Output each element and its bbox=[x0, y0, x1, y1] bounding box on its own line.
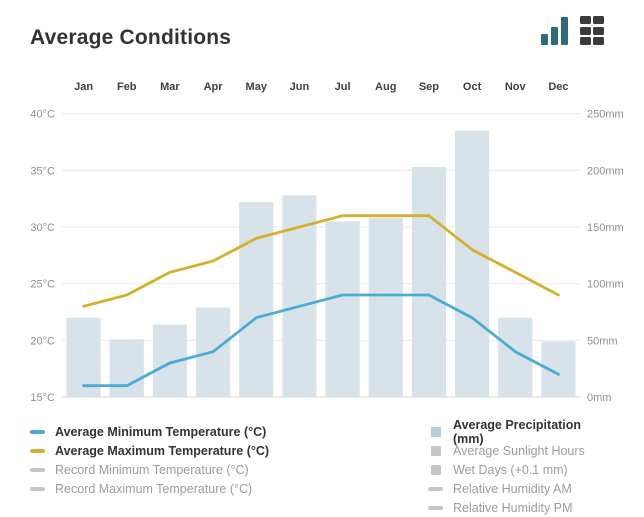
legend-label: Average Precipitation (mm) bbox=[453, 417, 582, 446]
temp-axis-label: 30°C bbox=[30, 222, 55, 234]
precip-bar bbox=[455, 130, 490, 397]
legend-item-wet-days[interactable]: Wet Days (+0.1 mm) bbox=[428, 460, 614, 479]
month-label: Oct bbox=[463, 81, 482, 93]
legend-item-record-max-temp[interactable]: Record Maximum Temperature (°C) bbox=[30, 479, 428, 498]
month-label: May bbox=[246, 81, 268, 93]
bar-chart-view-icon[interactable] bbox=[540, 17, 568, 45]
precip-bar bbox=[325, 221, 360, 397]
precip-axis-label: 250mm bbox=[587, 109, 624, 121]
legend-label: Wet Days (+0.1 mm) bbox=[453, 462, 568, 477]
legend-item-avg-min-temp[interactable]: Average Minimum Temperature (°C) bbox=[30, 422, 428, 441]
month-label: Dec bbox=[548, 81, 568, 93]
month-label: Mar bbox=[160, 81, 180, 93]
avg-sunlight-swatch-icon bbox=[430, 445, 441, 456]
precip-bar bbox=[66, 317, 101, 397]
view-toggle-icons bbox=[540, 16, 604, 45]
month-label: Aug bbox=[375, 81, 396, 93]
precip-bar bbox=[368, 217, 403, 397]
record-max-temp-swatch-icon bbox=[30, 486, 45, 491]
precip-bar bbox=[411, 166, 446, 397]
table-view-icon[interactable] bbox=[579, 16, 604, 45]
legend-label: Average Minimum Temperature (°C) bbox=[55, 424, 267, 439]
avg-max-temp-swatch-icon bbox=[30, 448, 45, 453]
precip-bar bbox=[282, 195, 317, 397]
avg-min-temp-swatch-icon bbox=[30, 429, 45, 434]
precip-axis-label: 200mm bbox=[587, 165, 624, 177]
legend-item-humidity-am[interactable]: Relative Humidity AM bbox=[428, 479, 614, 498]
month-label: Jan bbox=[74, 81, 93, 93]
page-title: Average Conditions bbox=[30, 26, 232, 49]
precip-axis-label: 50mm bbox=[587, 335, 618, 347]
chart-legend: Average Minimum Temperature (°C) Average… bbox=[30, 418, 614, 517]
temp-axis-label: 35°C bbox=[30, 165, 55, 177]
wet-days-swatch-icon bbox=[430, 464, 441, 475]
record-min-temp-swatch-icon bbox=[30, 467, 45, 472]
temp-axis-label: 40°C bbox=[30, 109, 55, 121]
legend-item-avg-precipitation[interactable]: Average Precipitation (mm) bbox=[428, 418, 614, 446]
legend-item-avg-sunlight[interactable]: Average Sunlight Hours bbox=[428, 441, 614, 460]
month-label: Jul bbox=[335, 81, 351, 93]
precip-axis-label: 150mm bbox=[587, 222, 624, 234]
legend-item-humidity-pm[interactable]: Relative Humidity PM bbox=[428, 498, 614, 517]
month-label: Jun bbox=[290, 81, 310, 93]
humidity-pm-swatch-icon bbox=[428, 505, 443, 510]
legend-label: Relative Humidity AM bbox=[453, 481, 572, 496]
legend-label: Record Maximum Temperature (°C) bbox=[55, 481, 253, 496]
precip-axis-label: 100mm bbox=[587, 279, 624, 291]
legend-column-precipitation: Average Precipitation (mm) Average Sunli… bbox=[428, 418, 614, 517]
avg-precipitation-swatch-icon bbox=[430, 426, 441, 437]
min-temp-line bbox=[82, 293, 560, 388]
legend-column-temperature: Average Minimum Temperature (°C) Average… bbox=[30, 422, 428, 517]
temp-axis-label: 25°C bbox=[30, 279, 55, 291]
precip-axis-label: 0mm bbox=[587, 392, 611, 404]
legend-label: Average Maximum Temperature (°C) bbox=[55, 443, 270, 458]
legend-label: Relative Humidity PM bbox=[453, 500, 573, 515]
temp-axis-label: 20°C bbox=[30, 335, 55, 347]
legend-label: Record Minimum Temperature (°C) bbox=[55, 462, 249, 477]
precip-bar bbox=[109, 339, 144, 397]
precip-bar bbox=[239, 202, 274, 397]
month-label: Sep bbox=[419, 81, 439, 93]
temp-axis-label: 15°C bbox=[30, 392, 55, 404]
month-label: Apr bbox=[204, 81, 224, 93]
legend-label: Average Sunlight Hours bbox=[453, 443, 585, 458]
month-label: Feb bbox=[117, 81, 137, 93]
legend-item-record-min-temp[interactable]: Record Minimum Temperature (°C) bbox=[30, 460, 428, 479]
humidity-am-swatch-icon bbox=[428, 486, 443, 491]
month-label: Nov bbox=[505, 81, 527, 93]
legend-item-avg-max-temp[interactable]: Average Maximum Temperature (°C) bbox=[30, 441, 428, 460]
max-temp-line bbox=[82, 214, 560, 308]
